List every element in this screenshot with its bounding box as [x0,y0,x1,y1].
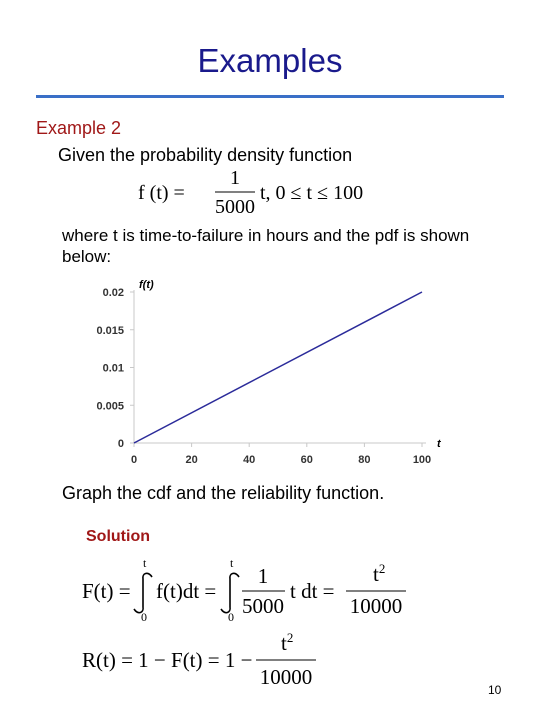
x-tick-label: 40 [243,454,255,466]
cdf-formula: F(t) = t 0 f(t)dt = t 0 1 5000 t dt = t2… [82,556,406,623]
int1-upper: t [143,556,147,570]
graph-instruction: Graph the cdf and the reliability functi… [62,483,385,503]
reliability-formula: R(t) = 1 − F(t) = 1 − t2 10000 [82,630,316,689]
rel-num-t: t [281,631,287,655]
pdf-formula-lhs: f (t) = [138,182,185,204]
x-tick-label: 100 [413,454,431,466]
integral-sign-2 [220,572,240,614]
cdf-result-t: t [373,562,379,586]
y-tick-label: 0 [118,438,124,450]
cdf-result-numerator: t2 [373,561,385,586]
given-text: Given the probability density function [58,145,353,165]
title-underline [36,95,504,98]
x-tick-label: 0 [131,454,137,466]
pdf-formula: f (t) = 1 5000 t, 0 ≤ t ≤ 100 [138,168,363,218]
cdf-frac-numerator: 1 [258,564,269,588]
pdf-formula-rhs: t, 0 ≤ t ≤ 100 [260,182,363,204]
integral-sign-1 [133,572,153,614]
pdf-chart: f(t) t 0 0.005 0.01 0.015 0.02 0 20 40 60 80 100 [96,279,442,466]
pdf-series-line [133,291,423,444]
cdf-lhs: F(t) = [82,579,131,603]
int1-lower: 0 [141,610,147,623]
where-text: where t is time-to-failure in hours and … [62,226,470,266]
page-number: 10 [488,683,502,697]
rel-num-exp: 2 [287,630,294,645]
y-tick-label: 0.015 [96,325,124,337]
rel-denominator: 10000 [260,665,313,689]
cdf-frac-denominator: 5000 [242,594,284,618]
x-tick-label: 80 [358,454,370,466]
solution-label: Solution [86,528,150,545]
int2-lower: 0 [228,610,234,623]
example-heading: Example 2 [36,118,122,138]
cdf-integrand-1: f(t)dt = [156,579,216,603]
rel-numerator: t2 [281,630,293,655]
pdf-formula-denominator: 5000 [215,196,255,218]
pdf-formula-numerator: 1 [230,168,240,189]
y-tick-label: 0.01 [103,363,124,375]
x-tick-label: 60 [301,454,313,466]
y-axis-label: f(t) [139,279,154,291]
cdf-result-exp: 2 [379,561,386,576]
slide-title: Examples [197,42,343,79]
int2-upper: t [230,556,234,570]
rel-lhs: R(t) = 1 − F(t) = 1 − [82,648,252,672]
y-tick-label: 0.005 [96,400,124,412]
x-tick-label: 20 [185,454,197,466]
x-axis-label: t [437,438,442,450]
cdf-integrand-2: t dt = [290,579,335,603]
cdf-result-denominator: 10000 [350,594,403,618]
y-tick-label: 0.02 [103,287,124,299]
